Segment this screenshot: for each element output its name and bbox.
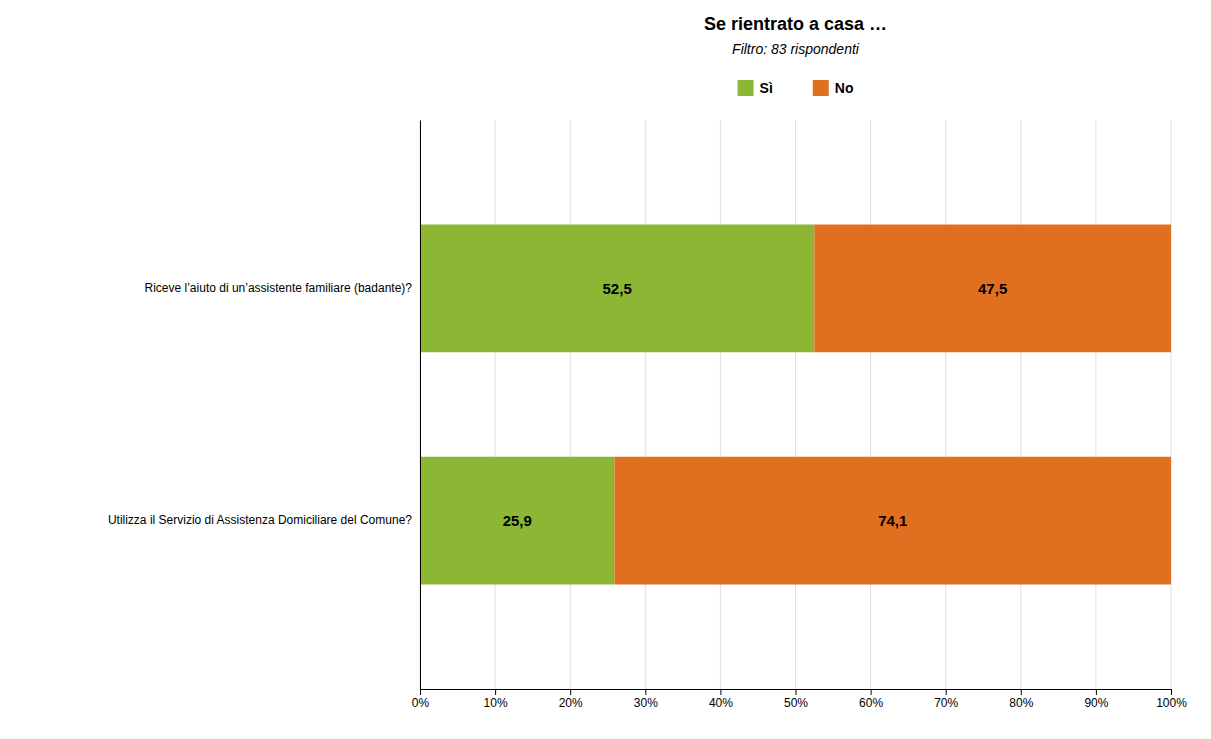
grid-line xyxy=(1095,120,1096,689)
tick: 20% xyxy=(559,689,583,710)
tick: 50% xyxy=(784,689,808,710)
grid-line xyxy=(795,120,796,689)
tick-label: 90% xyxy=(1084,696,1108,710)
tick-mark xyxy=(1096,689,1097,695)
axis-line xyxy=(421,690,1172,696)
tick: 60% xyxy=(859,689,883,710)
tick-mark xyxy=(1021,689,1022,695)
category-label: Utilizza il Servizio di Assistenza Domic… xyxy=(108,513,412,527)
bar xyxy=(615,457,1171,585)
tick: 40% xyxy=(709,689,733,710)
grid-line xyxy=(495,120,496,689)
tick: 100% xyxy=(1156,689,1187,710)
tick: Riceve l’aiuto di un’assistente familiar… xyxy=(145,281,413,295)
tick-label: 0% xyxy=(412,696,430,710)
tick: Utilizza il Servizio di Assistenza Domic… xyxy=(108,513,412,527)
grid-line xyxy=(645,120,646,689)
tick-label: 70% xyxy=(934,696,958,710)
data-label: 52,5 xyxy=(603,280,632,297)
tick-label: 40% xyxy=(709,696,733,710)
tick-mark xyxy=(946,689,947,695)
legend-item: No xyxy=(813,80,854,96)
tick-label: 10% xyxy=(484,696,508,710)
data-label: 47,5 xyxy=(978,280,1007,297)
axis-line xyxy=(420,121,421,690)
grid-line xyxy=(1020,120,1021,689)
bar xyxy=(420,457,615,585)
tick-label: 80% xyxy=(1009,696,1033,710)
tick: 80% xyxy=(1009,689,1033,710)
series xyxy=(615,225,1171,585)
tick-mark xyxy=(645,689,646,695)
tick-label: 100% xyxy=(1156,696,1187,710)
category-label: Riceve l’aiuto di un’assistente familiar… xyxy=(145,281,413,295)
legend-item: Sì xyxy=(738,80,773,96)
legend: Sì No xyxy=(738,80,854,96)
y-axis: Riceve l’aiuto di un’assistente familiar… xyxy=(108,121,421,690)
plot: 52,5 25,9 47,5 74,1 0% 10% 20% 30% 40% 50% 60% 70% 8… xyxy=(108,120,1187,710)
tick-label: 60% xyxy=(859,696,883,710)
data-label: 25,9 xyxy=(503,512,532,529)
x-axis: 0% 10% 20% 30% 40% 50% 60% 70% 80% 90% 100% xyxy=(412,689,1187,710)
subtitle: Filtro: 83 rispondenti xyxy=(732,41,860,57)
tick: 10% xyxy=(484,689,508,710)
grid xyxy=(420,120,1171,689)
legend-swatch xyxy=(738,80,754,96)
chart: Se rientrato a casa … Filtro: 83 risponde… xyxy=(0,0,1211,739)
grid-line xyxy=(570,120,571,689)
tick-label: 20% xyxy=(559,696,583,710)
tick-mark xyxy=(796,689,797,695)
grid-line xyxy=(420,120,421,689)
tick: 90% xyxy=(1084,689,1108,710)
tick-mark xyxy=(1171,689,1172,695)
bar xyxy=(814,225,1171,353)
tick: 30% xyxy=(634,689,658,710)
tick: 70% xyxy=(934,689,958,710)
tick-mark xyxy=(570,689,571,695)
tick-mark xyxy=(871,689,872,695)
grid-line xyxy=(720,120,721,689)
tick-mark xyxy=(495,689,496,695)
tick-mark xyxy=(420,689,421,695)
legend-swatch xyxy=(813,80,829,96)
grid-line xyxy=(870,120,871,689)
grid-line xyxy=(1171,120,1172,689)
title: Se rientrato a casa … xyxy=(704,14,887,34)
tick-mark xyxy=(720,689,721,695)
legend-label: No xyxy=(835,80,854,96)
grid-line xyxy=(945,120,946,689)
data-label: 74,1 xyxy=(878,512,907,529)
bar xyxy=(420,225,814,353)
tick: 0% xyxy=(412,689,430,710)
data-labels: 52,5 25,9 47,5 74,1 xyxy=(503,280,1008,529)
legend-label: Sì xyxy=(760,80,773,96)
tick-label: 30% xyxy=(634,696,658,710)
bars xyxy=(420,225,1171,585)
tick-label: 50% xyxy=(784,696,808,710)
